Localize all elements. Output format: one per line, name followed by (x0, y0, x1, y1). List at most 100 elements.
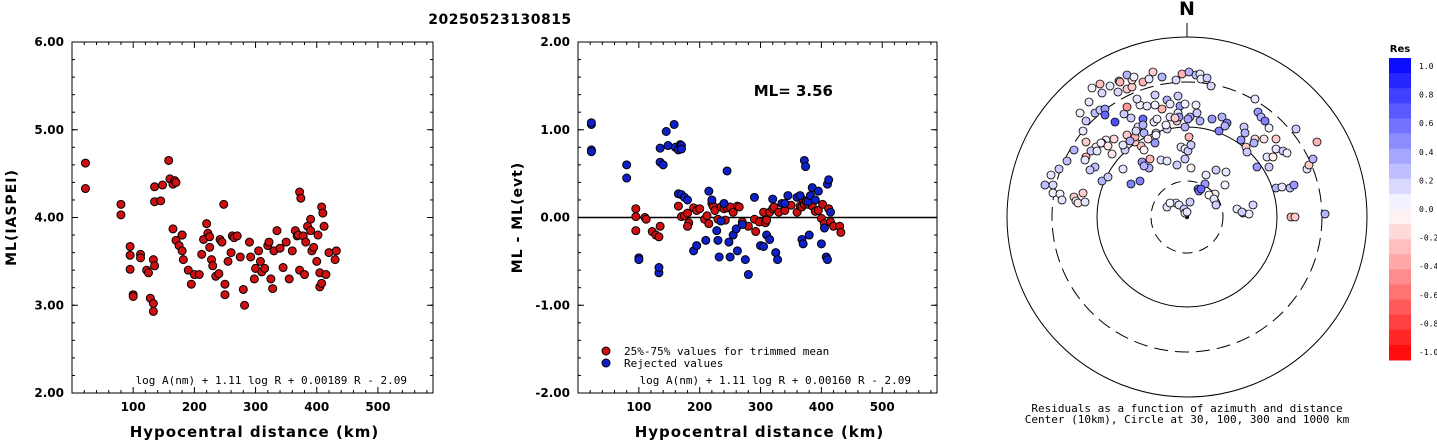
data-point (622, 173, 632, 183)
data-point (220, 279, 230, 289)
data-point (272, 226, 282, 236)
station-residual-point (1145, 154, 1155, 164)
data-point (238, 284, 248, 294)
data-point (177, 230, 187, 240)
x-tick-label: 100 (121, 400, 146, 414)
station-residual-point (1148, 67, 1158, 77)
station-residual-point (1138, 120, 1148, 130)
colorbar-segment (1389, 269, 1411, 285)
colorbar-segment (1389, 254, 1411, 270)
y-tick-label: 2.00 (540, 35, 570, 49)
data-point (822, 255, 832, 265)
station-residual-point (1214, 126, 1224, 136)
data-point (768, 194, 778, 204)
station-residual-point (1264, 162, 1274, 172)
data-point (268, 284, 278, 294)
data-point (826, 207, 836, 217)
station-residual-point (1092, 146, 1102, 156)
station-residual-point (1195, 116, 1205, 126)
data-point (724, 237, 734, 247)
colorbar-segment (1389, 118, 1411, 134)
station-residual-point (1173, 91, 1183, 101)
data-point (301, 237, 311, 247)
data-point (676, 144, 686, 154)
station-residual-point (1308, 154, 1318, 164)
station-residual-point (1162, 156, 1172, 166)
data-point (143, 268, 153, 278)
colorbar-label: -1.0 (1419, 348, 1437, 357)
data-point (244, 237, 254, 247)
x-tick-label: 500 (365, 400, 390, 414)
station-residual-point (1277, 182, 1287, 192)
colorbar-label: 1.0 (1419, 62, 1434, 71)
station-residual-point (1139, 161, 1149, 171)
x-axis-label: Hypocentral distance (km) (635, 423, 885, 441)
station-residual-point (1103, 172, 1113, 182)
station-residual-point (1084, 97, 1094, 107)
station-residual-point (1191, 100, 1201, 110)
station-residual-point (1165, 99, 1175, 109)
station-residual-point (1126, 113, 1136, 123)
data-point (707, 195, 717, 205)
magnitude-formula: log A(nm) + 1.11 log R + 0.00189 R - 2.0… (135, 374, 407, 387)
data-point (197, 249, 207, 259)
station-residual-point (1180, 99, 1190, 109)
colorbar-label: -0.6 (1419, 291, 1437, 300)
colorbar-label: -0.8 (1419, 319, 1437, 328)
circle-30km (1150, 180, 1224, 254)
colorbar-segment (1389, 103, 1411, 119)
station-residual-point (1097, 176, 1107, 186)
data-point (309, 242, 319, 252)
data-point (712, 226, 722, 236)
data-point (260, 263, 270, 273)
station-residual-point (1118, 140, 1128, 150)
colorbar-segment (1389, 163, 1411, 180)
x-axis-label: Hypocentral distance (km) (130, 423, 380, 441)
residual-colorbar: Res 1.0 0.8 0.6 0.4 0.2 0.0 -0.2 -0.4 -0.6 -0.8 -1.… (1389, 44, 1437, 361)
data-point (810, 195, 820, 205)
data-point (178, 255, 188, 265)
station-residual-point (1135, 176, 1145, 186)
data-point (661, 127, 671, 137)
station-residual-point (1201, 170, 1211, 180)
y-tick-label: 0.00 (540, 211, 570, 225)
data-point (205, 232, 215, 242)
station-residual-point (1078, 188, 1088, 198)
data-point (654, 263, 664, 273)
data-point (683, 195, 693, 205)
data-point (654, 232, 664, 242)
data-point (631, 204, 641, 214)
ml-annotation: ML= 3.56 (754, 82, 833, 100)
data-point (683, 208, 693, 218)
colorbar-label: -0.2 (1419, 234, 1437, 243)
data-point (186, 279, 196, 289)
station-residual-point (1242, 147, 1252, 157)
station-residual-point (1282, 148, 1292, 158)
station-residual-point (1080, 155, 1090, 165)
data-point (813, 205, 823, 215)
y-tick-label: -1.00 (535, 298, 570, 312)
data-point (80, 158, 90, 168)
station-residual-point (1143, 134, 1153, 144)
x-tick-label: 300 (243, 400, 268, 414)
station-residual-point (1132, 94, 1142, 104)
data-point (716, 216, 726, 226)
data-point (214, 269, 224, 279)
data-point (240, 300, 250, 310)
data-point (641, 214, 651, 224)
data-point (725, 252, 735, 262)
station-residual-point (1220, 180, 1230, 190)
y-tick-label: 6.00 (34, 35, 64, 49)
station-residual-point (1165, 198, 1175, 208)
data-point (319, 221, 329, 231)
station-residual-point (1260, 116, 1270, 126)
station-residual-point (1054, 164, 1064, 174)
data-point (713, 235, 723, 245)
data-point (306, 226, 316, 236)
station-residual-point (1126, 179, 1136, 189)
data-point (324, 248, 334, 258)
station-residual-point (1113, 87, 1123, 97)
data-point (300, 270, 310, 280)
station-residual-point (1057, 195, 1067, 205)
station-residual-point (1107, 149, 1117, 159)
